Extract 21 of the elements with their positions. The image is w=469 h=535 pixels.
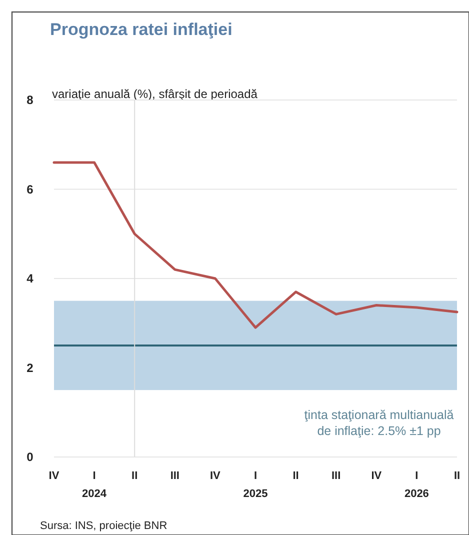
x-tick-label: II [132,470,138,482]
annotation: ţinta staţionară multianuală de inflaţie: 2.5% ±1 pp [304,408,454,438]
x-tick-label: IV [210,470,222,482]
x-tick-label: I 2024 [82,470,108,500]
y-tick-label: 0 [26,450,34,464]
x-tick-label: I 2026 [404,470,429,500]
chart-title: Prognoza ratei inflaţiei [50,20,232,39]
y-tick-label: 2 [26,360,34,375]
x-tick-label: II [292,470,299,482]
x-tick-label: III [170,470,180,482]
x-tick-label: II [454,470,460,482]
line-series [52,161,458,329]
x-tick-label: IV [48,470,60,482]
x-tick-label: I 2025 [243,470,268,500]
y-tick-label: 4 [26,272,34,286]
y-axis-title: variaţie anuală (%), sfârşit de perioadă [52,87,258,101]
text: Sursa: INS, proiecţie BNR [40,520,168,532]
y-tick-label: 6 [26,182,34,196]
x-tick-label: III [332,470,341,482]
x-tick-label: IV [371,470,382,482]
y-tick-label: 8 [26,93,34,108]
